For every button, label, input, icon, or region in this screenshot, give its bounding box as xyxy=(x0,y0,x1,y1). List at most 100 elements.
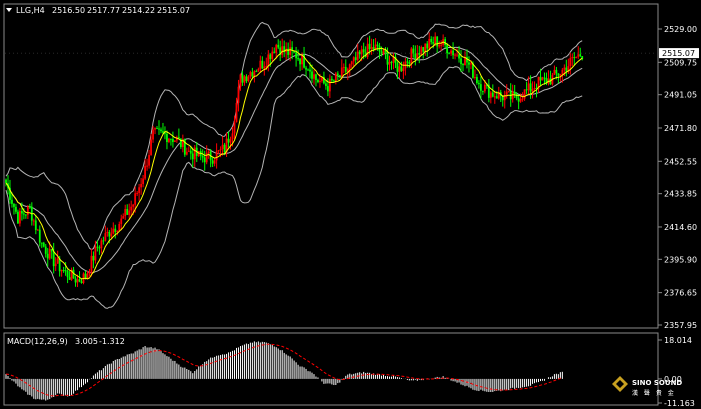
candle-body xyxy=(132,204,135,207)
candle-body xyxy=(237,86,240,103)
candle-body xyxy=(454,54,456,56)
candle-body xyxy=(269,54,272,59)
candle-body xyxy=(303,54,305,68)
candle-body xyxy=(406,61,409,63)
candle-body xyxy=(255,71,258,73)
candle-body xyxy=(410,48,413,64)
candle-body xyxy=(215,151,218,161)
candle-body xyxy=(22,213,25,215)
candle-body xyxy=(173,140,176,142)
candle-body xyxy=(279,47,282,55)
candle-body xyxy=(478,83,480,85)
candle-body xyxy=(414,53,417,60)
candle-body xyxy=(78,279,81,282)
candle-body xyxy=(295,52,298,59)
candle-body xyxy=(519,98,522,102)
candle-body xyxy=(207,151,210,153)
candle-body xyxy=(507,91,510,93)
candle-body xyxy=(64,270,67,272)
candle-body xyxy=(26,206,29,215)
candle-body xyxy=(203,157,206,163)
candle-body xyxy=(317,80,319,83)
logo-subtext: 漢 聲 貴 金 xyxy=(632,389,676,397)
candle-body xyxy=(116,230,119,232)
candle-body xyxy=(136,192,139,194)
candle-body xyxy=(400,66,403,72)
candle-body xyxy=(185,151,188,155)
candle-body xyxy=(86,273,89,279)
candle-body xyxy=(263,66,266,69)
candle-body xyxy=(281,46,284,55)
candle-body xyxy=(567,65,570,72)
candle-body xyxy=(444,39,447,46)
candle-body xyxy=(307,69,309,71)
candle-body xyxy=(28,206,31,208)
candle-body xyxy=(434,36,437,44)
candle-body xyxy=(483,84,486,92)
candle-body xyxy=(579,54,582,57)
candle-body xyxy=(239,74,242,87)
candle-body xyxy=(422,47,425,52)
candle-body xyxy=(120,218,123,225)
price-tick-label: 2509.75 xyxy=(664,58,697,67)
candle-body xyxy=(468,62,470,65)
candle-body xyxy=(98,247,101,249)
candle-body xyxy=(225,138,228,153)
candle-body xyxy=(150,139,152,156)
candle-body xyxy=(46,253,49,259)
candle-body xyxy=(20,210,23,214)
candle-body xyxy=(450,50,452,54)
candle-body xyxy=(74,278,77,283)
candle-body xyxy=(183,139,186,155)
candle-body xyxy=(464,57,466,66)
candle-body xyxy=(187,150,190,152)
macd-axis: 18.014 0.00 -11.163 xyxy=(658,336,695,408)
candle-body xyxy=(253,71,256,77)
candle-body xyxy=(231,133,234,140)
candle-body xyxy=(201,155,204,158)
candle-body xyxy=(102,240,105,242)
candle-body xyxy=(100,240,103,249)
candle-body xyxy=(533,88,536,90)
candle-body xyxy=(432,42,435,44)
candle-body xyxy=(420,47,423,55)
candle-body xyxy=(130,206,133,211)
candle-body xyxy=(219,149,222,151)
candle-body xyxy=(170,138,172,140)
ohlc-open: 2516.50 xyxy=(52,6,85,15)
candle-body xyxy=(436,36,439,47)
candle-body xyxy=(440,44,443,46)
ohlc-low: 2514.22 xyxy=(122,6,155,15)
candle-body xyxy=(438,45,441,47)
candle-body xyxy=(283,46,286,53)
bollinger-bands xyxy=(5,21,583,309)
candle-body xyxy=(124,209,127,217)
candle-body xyxy=(166,133,168,143)
candle-body xyxy=(191,153,194,160)
candle-body xyxy=(54,263,57,267)
macd-signal-value: -1.312 xyxy=(99,337,125,346)
candle-body xyxy=(233,122,236,134)
moving-average-line xyxy=(5,41,583,280)
candle-body xyxy=(42,242,45,247)
candle-body xyxy=(326,86,329,92)
candle-body xyxy=(476,77,478,84)
candle-body xyxy=(446,45,449,54)
candle-body xyxy=(229,139,232,143)
price-tick-label: 2395.90 xyxy=(664,255,697,264)
candle-body xyxy=(32,220,35,222)
candle-body xyxy=(495,96,498,99)
candle-body xyxy=(332,80,335,82)
candle-body xyxy=(11,199,13,204)
candle-body xyxy=(402,68,405,72)
candle-body xyxy=(456,54,458,56)
macd-tick-label: 0.00 xyxy=(664,375,682,384)
candle-body xyxy=(66,270,69,278)
candle-body xyxy=(384,49,387,54)
dropdown-triangle-icon[interactable] xyxy=(6,8,12,12)
candle-body xyxy=(543,77,546,79)
candle-body xyxy=(487,84,490,98)
candle-body xyxy=(376,44,379,46)
ohlc-high: 2517.77 xyxy=(87,6,120,15)
